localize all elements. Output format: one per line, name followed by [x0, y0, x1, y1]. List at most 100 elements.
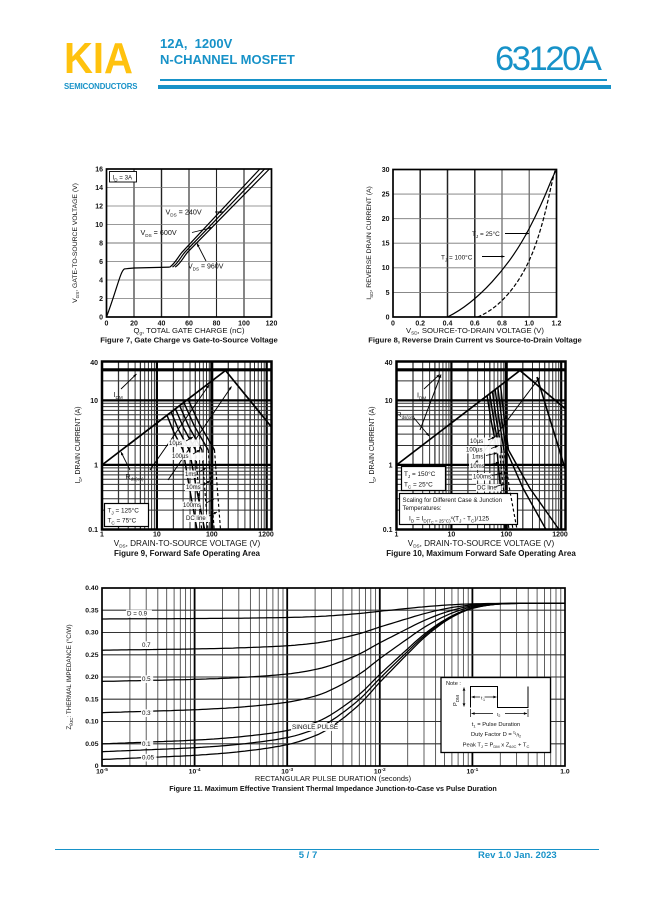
- svg-text:40: 40: [90, 360, 98, 367]
- svg-text:30: 30: [382, 167, 390, 174]
- svg-text:1: 1: [389, 463, 393, 470]
- svg-text:10-3: 10-3: [281, 767, 293, 775]
- svg-text:Rds(on): Rds(on): [126, 474, 145, 482]
- svg-text:15: 15: [382, 241, 390, 248]
- svg-text:0.10: 0.10: [85, 719, 98, 726]
- svg-text:0.05: 0.05: [142, 755, 155, 762]
- svg-text:14: 14: [95, 185, 103, 192]
- svg-text:ZθJC: THERMAL IMPEDANCE (°C/W): ZθJC: THERMAL IMPEDANCE (°C/W): [65, 624, 74, 729]
- svg-text:25: 25: [382, 192, 390, 199]
- svg-text:10: 10: [382, 265, 390, 272]
- svg-text:TJ = 125°C: TJ = 125°C: [108, 507, 140, 516]
- svg-text:20: 20: [382, 216, 390, 223]
- svg-text:0.8: 0.8: [497, 320, 507, 327]
- svg-text:100ms: 100ms: [183, 503, 201, 509]
- svg-text:PDM: PDM: [453, 695, 460, 706]
- svg-text:100µs: 100µs: [466, 448, 482, 454]
- svg-text:0.05: 0.05: [85, 741, 98, 748]
- svg-text:1.0: 1.0: [524, 320, 534, 327]
- svg-text:10-1: 10-1: [466, 767, 478, 775]
- svg-text:1ms: 1ms: [185, 472, 196, 478]
- svg-text:0.25: 0.25: [85, 652, 98, 659]
- svg-text:IDM: IDM: [417, 391, 426, 401]
- svg-text:10-5: 10-5: [96, 767, 108, 775]
- svg-text:100µs: 100µs: [172, 454, 188, 460]
- svg-text:10-2: 10-2: [374, 767, 386, 775]
- svg-text:10ms: 10ms: [470, 464, 485, 470]
- svg-text:D = 0.9: D = 0.9: [127, 611, 148, 618]
- svg-text:0: 0: [105, 320, 109, 327]
- svg-text:t: t: [481, 696, 483, 702]
- svg-text:8: 8: [99, 240, 103, 247]
- svg-text:Duty Factor D = t1/t2: Duty Factor D = t1/t2: [471, 730, 521, 738]
- svg-text:0.30: 0.30: [85, 630, 98, 637]
- svg-text:Rds(on): Rds(on): [397, 412, 416, 420]
- svg-text:0.7: 0.7: [142, 642, 151, 649]
- svg-text:VDS, DRAIN-TO-SOURCE VOLTAGE (: VDS, DRAIN-TO-SOURCE VOLTAGE (V): [114, 539, 261, 549]
- svg-text:4: 4: [99, 277, 103, 284]
- svg-text:100: 100: [206, 532, 218, 539]
- svg-text:TJ = 150°C: TJ = 150°C: [404, 470, 436, 479]
- svg-text:t1 = Pulse Duration: t1 = Pulse Duration: [472, 722, 521, 728]
- svg-text:1: 1: [100, 532, 104, 539]
- svg-text:ID, DRAIN CURRENT (A): ID, DRAIN CURRENT (A): [369, 406, 377, 483]
- svg-text:6: 6: [99, 259, 103, 266]
- svg-text:0: 0: [99, 314, 103, 321]
- svg-text:TJ = 100°C: TJ = 100°C: [441, 254, 473, 263]
- svg-text:1.0: 1.0: [560, 769, 570, 776]
- svg-text:IDM: IDM: [114, 390, 123, 400]
- svg-text:Scaling for Different Case & J: Scaling for Different Case & Junction: [403, 497, 502, 504]
- svg-text:10: 10: [153, 532, 161, 539]
- svg-text:10µs: 10µs: [169, 441, 182, 447]
- svg-text:120: 120: [266, 320, 278, 327]
- svg-text:ID = 3A: ID = 3A: [113, 175, 134, 183]
- svg-text:100: 100: [238, 320, 250, 327]
- svg-text:0.40: 0.40: [85, 585, 98, 592]
- svg-text:SINGLE PULSE: SINGLE PULSE: [292, 724, 338, 731]
- svg-text:VGS, GATE-TO-SOURCE VOLTAGE (: VGS, GATE-TO-SOURCE VOLTAGE (V): [72, 183, 80, 303]
- svg-text:RECTANGULAR PULSE DURATION (se: RECTANGULAR PULSE DURATION (seconds): [255, 774, 411, 783]
- svg-text:1200: 1200: [552, 532, 568, 539]
- svg-text:0.2: 0.2: [415, 320, 425, 327]
- svg-text:40: 40: [385, 360, 393, 367]
- svg-text:5: 5: [386, 290, 390, 297]
- svg-text:ID = ID(TC = 25°C)x(TJ - TC)/1: ID = ID(TC = 25°C)x(TJ - TC)/125: [409, 515, 490, 525]
- svg-text:ISD, REVERSE DRAIN CURRENT (A): ISD, REVERSE DRAIN CURRENT (A): [366, 186, 374, 300]
- svg-text:10-4: 10-4: [189, 767, 201, 775]
- svg-text:0.1: 0.1: [383, 527, 393, 534]
- svg-text:1: 1: [483, 698, 485, 702]
- svg-text:12: 12: [95, 203, 103, 210]
- svg-text:40: 40: [158, 320, 166, 327]
- svg-text:2: 2: [99, 296, 103, 303]
- svg-text:TC = 75°C: TC = 75°C: [108, 517, 137, 526]
- svg-text:Figure 11. Maximum Effective T: Figure 11. Maximum Effective Transient T…: [169, 784, 497, 793]
- svg-text:TC = 25°C: TC = 25°C: [404, 481, 433, 490]
- svg-text:Peak TJ = PDM x ZθJC + TC: Peak TJ = PDM x ZθJC + TC: [463, 743, 530, 750]
- svg-text:t2: t2: [497, 712, 500, 718]
- svg-text:10ms: 10ms: [186, 485, 201, 491]
- svg-text:DC line: DC line: [477, 486, 497, 492]
- svg-text:0.15: 0.15: [85, 697, 98, 704]
- svg-text:0.20: 0.20: [85, 674, 98, 681]
- svg-text:10µs: 10µs: [470, 439, 483, 445]
- svg-text:0.1: 0.1: [88, 527, 98, 534]
- svg-text:VDS = 960V: VDS = 960V: [188, 264, 224, 272]
- svg-text:10: 10: [385, 398, 393, 405]
- svg-text:Note :: Note :: [446, 681, 461, 687]
- svg-text:Temperatures:: Temperatures:: [403, 505, 442, 512]
- svg-text:10: 10: [90, 398, 98, 405]
- svg-text:0: 0: [391, 320, 395, 327]
- svg-text:1: 1: [94, 463, 98, 470]
- svg-text:100: 100: [500, 532, 512, 539]
- svg-text:16: 16: [95, 166, 103, 173]
- svg-text:VDS = 600V: VDS = 600V: [141, 228, 177, 238]
- svg-text:Qg, TOTAL GATE CHARGE (nC): Qg, TOTAL GATE CHARGE (nC): [133, 326, 245, 336]
- svg-text:60: 60: [185, 320, 193, 327]
- svg-text:0.5: 0.5: [142, 676, 151, 683]
- svg-text:VDS, DRAIN-TO-SOURCE VOLTAGE (: VDS, DRAIN-TO-SOURCE VOLTAGE (V): [408, 539, 555, 549]
- svg-text:20: 20: [130, 320, 138, 327]
- svg-text:0.6: 0.6: [470, 320, 480, 327]
- svg-text:0.3: 0.3: [142, 710, 151, 717]
- svg-text:100ms: 100ms: [473, 475, 491, 481]
- svg-text:Figure 9, Forward Safe Operati: Figure 9, Forward Safe Operating Area: [114, 549, 261, 558]
